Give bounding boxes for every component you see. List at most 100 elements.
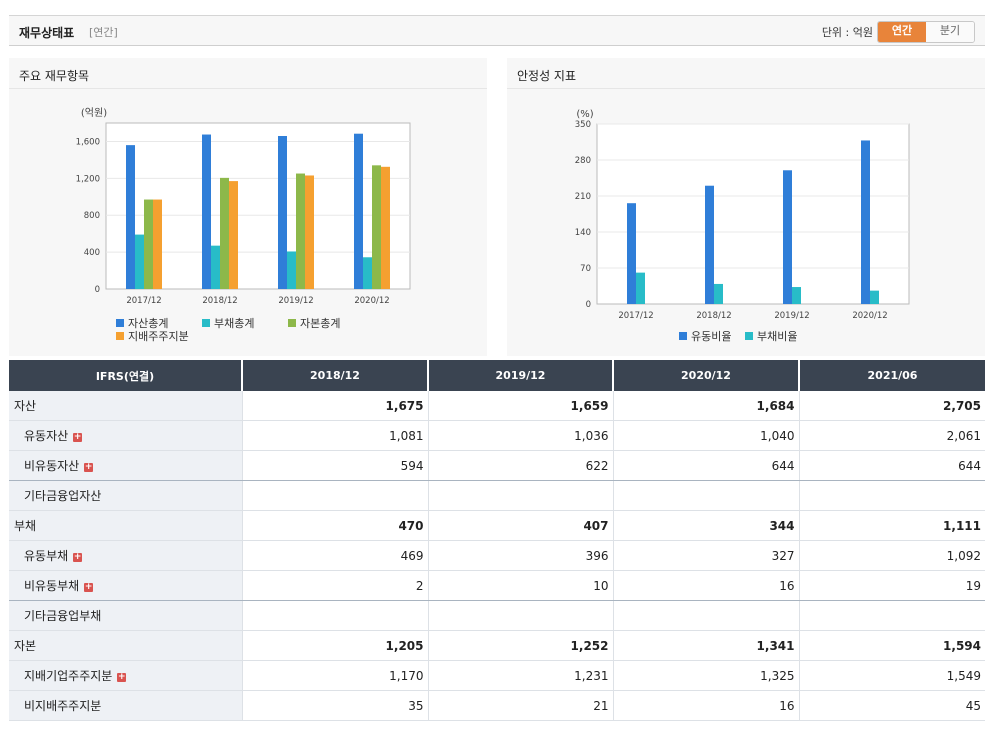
panel-divider — [507, 88, 985, 89]
legend-label: 부채비율 — [757, 330, 797, 343]
row-label: 유동자산 — [24, 429, 69, 443]
table-row: 비유동부채 +2 10 16 19 — [9, 570, 985, 601]
table-row: 지배기업주주지분 +1,170 1,231 1,325 1,549 — [9, 660, 985, 691]
section-title: 재무상태표 — [19, 26, 75, 40]
y-tick-label: 800 — [84, 211, 100, 221]
quarter-toggle-button[interactable]: 분기 — [926, 22, 974, 42]
legend-label: 부채총계 — [214, 317, 254, 330]
row-label-cell: 비지배주주지분 — [9, 690, 242, 721]
bar-1-2 — [792, 287, 801, 304]
x-tick-label: 2017/12 — [618, 311, 653, 321]
legend-swatch — [288, 319, 296, 327]
row-label-cell: 자산 — [9, 391, 242, 421]
value-cell: 622 — [427, 450, 613, 481]
value-cell: 344 — [612, 510, 799, 541]
table-row: 자산 1,675 1,659 1,684 2,705 — [9, 391, 985, 421]
y-tick-label: 1,200 — [76, 174, 100, 184]
table-header-row: IFRS(연결) 2018/12 2019/12 2020/12 2021/06 — [9, 360, 985, 391]
table-row: 비유동자산 +594 622 644 644 — [9, 450, 985, 481]
row-label-cell: 비유동자산 + — [9, 450, 242, 481]
value-cell — [798, 480, 985, 511]
bar-2-1 — [220, 177, 229, 289]
stability-panel: 안정성 지표 0 70 140 210 280 350 (%) 2017/12 2018/12 2… — [507, 58, 985, 356]
y-tick-label: 280 — [575, 156, 591, 166]
value-cell: 1,684 — [612, 391, 799, 421]
bar-3-1 — [229, 181, 238, 289]
value-cell: 1,081 — [241, 420, 428, 451]
annual-toggle-button[interactable]: 연간 — [878, 22, 926, 42]
bar-1-3 — [870, 290, 879, 304]
value-cell: 1,549 — [798, 660, 985, 691]
table-row: 유동자산 +1,081 1,036 1,040 2,061 — [9, 420, 985, 451]
financial-statement-header: 재무상태표 [연간] 단위 : 억원 연간 분기 — [9, 15, 985, 46]
bar-1-1 — [714, 283, 723, 304]
bar-0-1 — [705, 185, 714, 304]
bar-0-1 — [202, 134, 211, 289]
x-tick-label: 2019/12 — [278, 296, 313, 306]
row-label-cell: 유동부채 + — [9, 540, 242, 571]
expand-plus-icon[interactable]: + — [73, 552, 83, 562]
value-cell: 1,170 — [241, 660, 428, 691]
bar-3-0 — [153, 199, 162, 289]
legend-swatch — [745, 332, 753, 340]
value-cell: 644 — [612, 450, 799, 481]
value-cell: 2,061 — [798, 420, 985, 451]
key-items-title: 주요 재무항목 — [19, 69, 90, 83]
value-cell: 2 — [241, 570, 428, 601]
value-cell: 470 — [241, 510, 428, 541]
legend-swatch — [116, 332, 124, 340]
y-tick-label: 350 — [575, 120, 591, 130]
column-header: 2019/12 — [427, 360, 613, 391]
bar-1-2 — [287, 251, 296, 289]
column-header: 2020/12 — [612, 360, 799, 391]
value-cell — [427, 600, 613, 631]
row-label: 부채 — [14, 519, 37, 533]
x-tick-label: 2018/12 — [202, 296, 237, 306]
expand-plus-icon[interactable]: + — [73, 432, 83, 442]
value-cell: 21 — [427, 690, 613, 721]
x-tick-label: 2019/12 — [774, 311, 809, 321]
value-cell: 16 — [612, 570, 799, 601]
value-cell: 469 — [241, 540, 428, 571]
bar-0-2 — [783, 170, 792, 304]
value-cell: 35 — [241, 690, 428, 721]
row-label-cell: 부채 — [9, 510, 242, 541]
row-label-cell: 유동자산 + — [9, 420, 242, 451]
value-cell: 45 — [798, 690, 985, 721]
x-tick-label: 2018/12 — [696, 311, 731, 321]
row-label: 비유동자산 — [24, 459, 80, 473]
expand-plus-icon[interactable]: + — [84, 582, 94, 592]
key-items-chart: 0 400 800 1,200 1,600 (억원) 2017/12 2018/12 2019/… — [76, 107, 411, 343]
bar-2-3 — [372, 165, 381, 289]
value-cell: 1,231 — [427, 660, 613, 691]
row-label: 유동부채 — [24, 549, 69, 563]
x-tick-label: 2020/12 — [354, 296, 389, 306]
legend-swatch — [202, 319, 210, 327]
value-cell: 16 — [612, 690, 799, 721]
row-label: 자본 — [14, 639, 37, 653]
row-label-cell: 비유동부채 + — [9, 570, 242, 601]
x-tick-label: 2020/12 — [852, 311, 887, 321]
row-label: 비지배주주지분 — [24, 699, 102, 713]
value-cell: 1,205 — [241, 630, 428, 661]
period-toggle: 연간 분기 — [877, 21, 975, 43]
expand-plus-icon[interactable]: + — [84, 462, 94, 472]
value-cell: 1,252 — [427, 630, 613, 661]
table-row: 자본 1,205 1,252 1,341 1,594 — [9, 630, 985, 661]
bar-0-3 — [354, 133, 363, 289]
y-tick-label: 0 — [586, 300, 591, 310]
value-cell: 1,659 — [427, 391, 613, 421]
row-label: 비유동부채 — [24, 579, 80, 593]
expand-plus-icon[interactable]: + — [117, 672, 127, 682]
value-cell: 1,040 — [612, 420, 799, 451]
value-cell: 644 — [798, 450, 985, 481]
panel-divider — [9, 88, 487, 89]
bar-3-3 — [381, 166, 390, 289]
legend-label: 지배주주지분 — [128, 330, 189, 343]
legend-label: 자본총계 — [300, 317, 340, 330]
key-items-panel: 주요 재무항목 0 400 800 1,200 1,600 (억원) 2017/12 2018… — [9, 58, 487, 356]
bar-0-0 — [126, 145, 135, 289]
table-row: 기타금융업자산 — [9, 480, 985, 511]
bar-2-2 — [296, 173, 305, 289]
column-header: 2018/12 — [241, 360, 428, 391]
